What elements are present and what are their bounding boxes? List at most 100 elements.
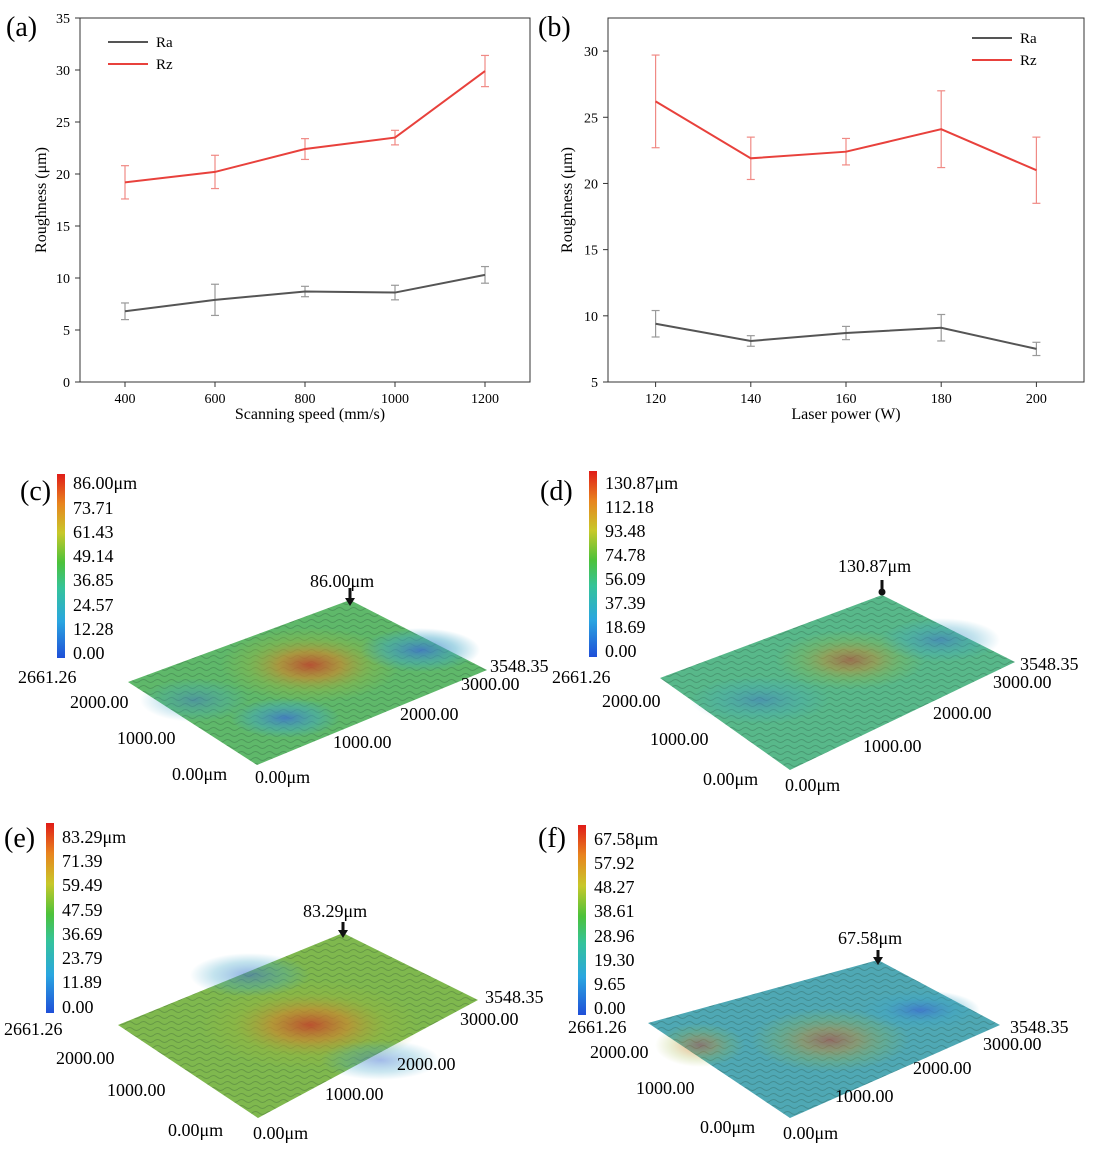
colorbar-label-f-4: 28.96 [594,926,635,946]
legend-label-a-Rz: Rz [156,57,173,73]
colorbar-label-e-0: 83.29μm [62,827,126,847]
x-high-f: 3000.00 [983,1034,1042,1054]
x-tick-label-a-1: 600 [205,392,226,407]
y-tick-label-b-2: 15 [584,244,598,259]
y-mid-f: 2000.00 [590,1042,649,1062]
x-axis-title-b: Laser power (W) [791,406,900,423]
surface-panel-e: (e) 83.29μm 71.39 59.49 47.59 36.69 23.7… [4,823,544,1143]
y-low-e: 1000.00 [107,1080,166,1100]
x-extent-d: 3548.35 [1020,654,1079,674]
x-zero-f: 0.00μm [783,1123,838,1143]
error-bars-b [651,54,1041,357]
colorbar-d [589,471,597,657]
x-tick-label-b-4: 200 [1026,392,1047,407]
x-tick-label-a-0: 400 [115,392,136,407]
y-tick-label-a-1: 5 [63,324,70,339]
x-low-d: 1000.00 [863,736,922,756]
series-line-b-Ra [655,322,1037,350]
y-tick-label-b-4: 25 [584,111,598,126]
series-lines-b [655,100,1037,350]
colorbar-label-c-6: 12.28 [73,619,114,639]
plot-frame-a [79,17,531,383]
y-tick-label-a-2: 10 [56,272,70,287]
colorbar-label-d-7: 0.00 [605,641,637,661]
x-tick-label-b-0: 120 [645,392,666,407]
colorbar-label-d-3: 74.78 [605,545,646,565]
colorbar-ticks-d: 130.87μm 112.18 93.48 74.78 56.09 37.39 … [605,473,678,661]
y-extent-f: 2661.26 [568,1017,627,1037]
error-bars-a [121,54,489,321]
y-low-c: 1000.00 [117,728,176,748]
surface-panel-f: (f) 67.58μm 57.92 48.27 38.61 28.96 19.3… [538,823,1069,1143]
x-mid-d: 2000.00 [933,703,992,723]
colorbar-label-f-5: 19.30 [594,950,635,970]
series-line-a-Ra [124,273,486,313]
y-axis-title-a: Roughness (μm) [33,147,50,253]
colorbar-label-d-4: 56.09 [605,569,646,589]
panel-label-f: (f) [538,823,566,854]
y-mid-c: 2000.00 [70,692,129,712]
y-axis-title-b: Roughness (μm) [559,147,576,253]
panel-label-c: (c) [20,476,51,507]
x-tick-label-b-1: 140 [740,392,761,407]
y-zero-d: 0.00μm [703,769,758,789]
colorbar-label-e-7: 0.00 [62,997,94,1017]
legend-b: Ra Rz [972,31,1037,69]
x-ticks-a: 400 600 800 1000 1200 [115,382,499,407]
peak-label-d: 130.87μm [838,556,911,576]
y-tick-label-a-4: 20 [56,168,70,183]
colorbar-label-e-6: 11.89 [62,972,102,992]
colorbar-label-d-1: 112.18 [605,497,654,517]
y-tick-label-b-1: 10 [584,310,598,325]
colorbar-ticks-e: 83.29μm 71.39 59.49 47.59 36.69 23.79 11… [62,827,126,1017]
colorbar-label-e-5: 23.79 [62,948,103,968]
x-mid-f: 2000.00 [913,1058,972,1078]
y-low-d: 1000.00 [650,729,709,749]
x-low-e: 1000.00 [325,1084,384,1104]
y-ticks-b: 5 10 15 20 25 30 [584,45,608,391]
x-tick-label-a-4: 1200 [471,392,499,407]
y-mid-d: 2000.00 [602,691,661,711]
colorbar-label-c-3: 49.14 [73,546,114,566]
colorbar-label-e-3: 47.59 [62,900,103,920]
colorbar-c [57,474,65,658]
x-tick-label-b-3: 180 [931,392,952,407]
panel-label-e: (e) [4,823,35,854]
y-ticks-a: 0 5 10 15 20 25 30 35 [56,12,80,391]
colorbar-label-f-1: 57.92 [594,853,635,873]
y-tick-label-a-5: 25 [56,116,70,131]
x-high-e: 3000.00 [460,1009,519,1029]
legend-a: Ra Rz [108,35,173,73]
colorbar-label-c-2: 61.43 [73,522,114,542]
colorbar-label-c-0: 86.00μm [73,473,137,493]
colorbar-ticks-c: 86.00μm 73.71 61.43 49.14 36.85 24.57 12… [73,473,137,663]
y-extent-c: 2661.26 [18,667,77,687]
colorbar-label-d-0: 130.87μm [605,473,678,493]
x-low-c: 1000.00 [333,732,392,752]
y-tick-label-a-3: 15 [56,220,70,235]
x-mid-e: 2000.00 [397,1054,456,1074]
y-extent-d: 2661.26 [552,667,611,687]
x-axis-title-a: Scanning speed (mm/s) [235,406,385,423]
colorbar-label-f-2: 48.27 [594,877,635,897]
panel-label-d: (d) [540,476,573,507]
surface-panel-d: (d) 130.87μm 112.18 93.48 74.78 56.09 37… [540,471,1079,795]
x-high-c: 3000.00 [461,674,520,694]
colorbar-label-d-5: 37.39 [605,593,646,613]
surface-panel-c: (c) 86.00μm 73.71 61.43 49.14 36.85 24.5… [18,473,549,787]
peak-label-e: 83.29μm [303,901,367,921]
y-tick-label-b-0: 5 [591,376,598,391]
x-extent-e: 3548.35 [485,987,544,1007]
y-tick-label-a-7: 35 [56,12,70,27]
legend-label-a-Ra: Ra [156,35,173,51]
x-tick-label-a-3: 1000 [381,392,409,407]
legend-label-b-Rz: Rz [1020,53,1037,69]
series-lines-a [124,70,486,313]
y-zero-c: 0.00μm [172,764,227,784]
colorbar-label-f-3: 38.61 [594,901,635,921]
colorbar-label-c-1: 73.71 [73,498,114,518]
colorbar-label-e-4: 36.69 [62,924,103,944]
y-low-f: 1000.00 [636,1078,695,1098]
peak-label-c: 86.00μm [310,571,374,591]
